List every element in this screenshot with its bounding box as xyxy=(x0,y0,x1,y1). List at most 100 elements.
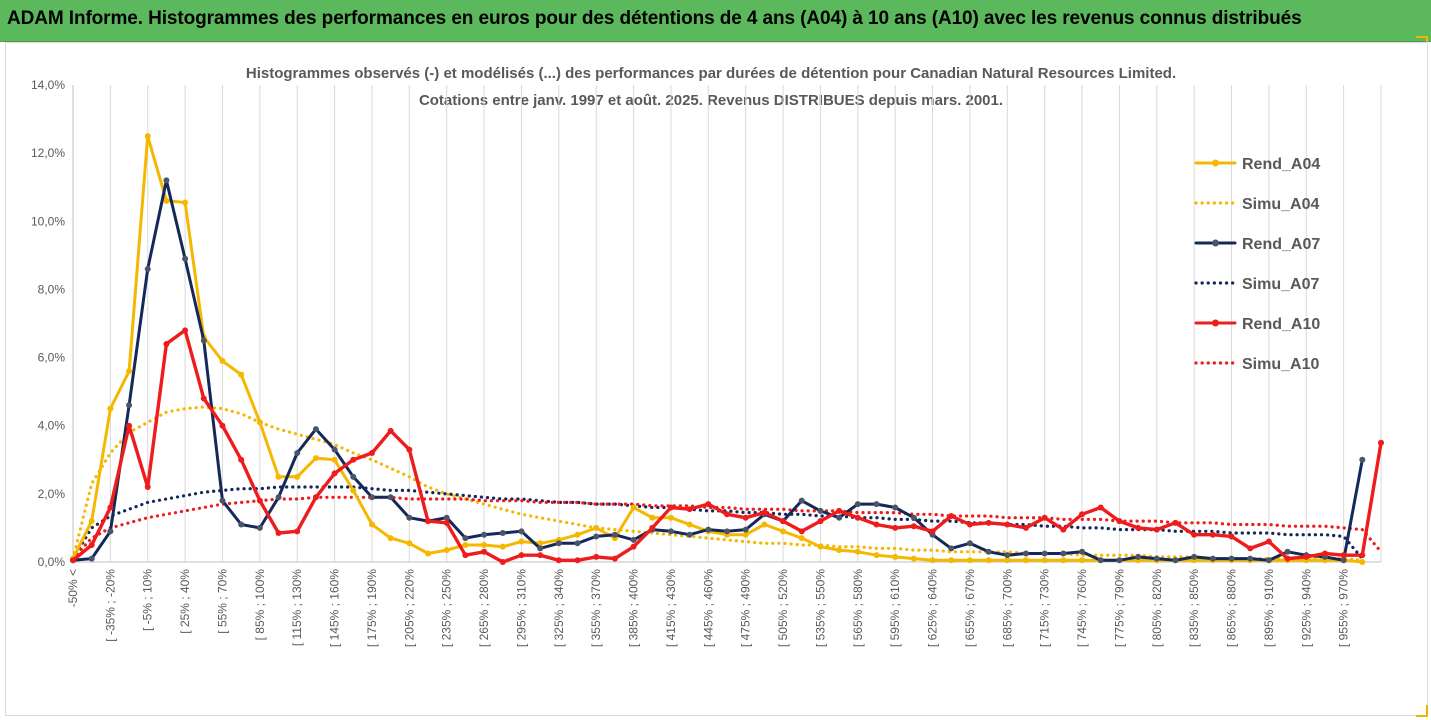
x-tick-label: [ 535% ; 550% xyxy=(813,569,827,647)
x-tick-label: [ 835% ; 850% xyxy=(1187,569,1201,647)
x-tick-label: [ 205% ; 220% xyxy=(402,569,416,647)
data-point xyxy=(88,555,95,562)
data-point xyxy=(518,528,525,535)
data-point xyxy=(312,455,319,462)
x-tick-label: [ 565% ; 580% xyxy=(851,569,865,647)
data-point xyxy=(630,543,637,550)
data-point xyxy=(238,371,245,378)
data-point xyxy=(555,557,562,564)
x-tick-label: [ 265% ; 280% xyxy=(477,569,491,647)
data-point xyxy=(705,526,712,533)
data-point xyxy=(107,504,114,511)
data-point xyxy=(1247,545,1254,552)
data-point xyxy=(667,514,674,521)
data-point xyxy=(798,497,805,504)
x-tick-label: [ 775% ; 790% xyxy=(1112,569,1126,647)
data-point xyxy=(1041,557,1048,564)
data-point xyxy=(1060,550,1067,557)
data-point xyxy=(443,547,450,554)
data-point xyxy=(854,548,861,555)
legend-label: Rend_A07 xyxy=(1242,236,1320,253)
data-point xyxy=(1004,557,1011,564)
data-point xyxy=(275,473,282,480)
data-point xyxy=(854,501,861,508)
data-point xyxy=(406,514,413,521)
data-point xyxy=(537,540,544,547)
data-point xyxy=(854,514,861,521)
data-point xyxy=(1135,524,1142,531)
chart-area: Histogrammes observés (-) et modélisés (… xyxy=(5,42,1428,716)
data-point xyxy=(574,557,581,564)
data-point xyxy=(275,494,282,501)
data-point xyxy=(368,449,375,456)
data-point xyxy=(929,528,936,535)
data-point xyxy=(966,540,973,547)
x-tick-label: [ 685% ; 700% xyxy=(1000,569,1014,647)
data-point xyxy=(1172,519,1179,526)
y-tick-label: 8,0% xyxy=(38,282,66,296)
data-point xyxy=(1191,531,1198,538)
data-point xyxy=(686,521,693,528)
legend-label: Simu_A10 xyxy=(1242,356,1319,373)
data-point xyxy=(182,255,189,262)
x-tick-label: [ 895% ; 910% xyxy=(1262,569,1276,647)
data-point xyxy=(163,177,170,184)
data-point xyxy=(443,514,450,521)
x-tick-label: [ 505% ; 520% xyxy=(776,569,790,647)
data-point xyxy=(481,531,488,538)
data-point xyxy=(462,535,469,542)
data-point xyxy=(649,524,656,531)
x-tick-label: [ 925% ; 940% xyxy=(1299,569,1313,647)
x-tick-label: [ 145% ; 160% xyxy=(328,569,342,647)
data-point xyxy=(312,426,319,433)
x-tick-label: [ 715% ; 730% xyxy=(1038,569,1052,647)
data-point xyxy=(910,514,917,521)
data-point xyxy=(611,531,618,538)
data-point xyxy=(1303,553,1310,560)
data-point xyxy=(1079,511,1086,518)
data-point xyxy=(667,528,674,535)
data-point xyxy=(387,535,394,542)
data-point xyxy=(611,555,618,562)
data-point xyxy=(537,552,544,559)
data-point xyxy=(219,422,226,429)
x-tick-label: [ 475% ; 490% xyxy=(739,569,753,647)
x-tick-label: [ 115% ; 130% xyxy=(290,569,304,646)
data-point xyxy=(892,504,899,511)
data-point xyxy=(387,427,394,434)
x-axis: -50% < [ -35% ; -20% [ -5% ; 10% [ 25% ; 40… xyxy=(66,561,1381,647)
data-point xyxy=(1228,533,1235,540)
data-point xyxy=(1340,557,1347,564)
data-point xyxy=(686,506,693,513)
data-point xyxy=(966,557,973,564)
data-point xyxy=(1135,553,1142,560)
data-point xyxy=(481,548,488,555)
data-point xyxy=(1041,550,1048,557)
y-tick-label: 10,0% xyxy=(31,214,65,228)
data-point xyxy=(1191,553,1198,560)
chart-title-line-1: Histogrammes observés (-) et modélisés (… xyxy=(246,65,1176,82)
data-point xyxy=(1209,555,1216,562)
data-point xyxy=(798,535,805,542)
data-point xyxy=(294,473,301,480)
data-point xyxy=(1209,531,1216,538)
data-point xyxy=(387,494,394,501)
data-point xyxy=(1172,557,1179,564)
x-tick-label: [ 595% ; 610% xyxy=(888,569,902,647)
data-point xyxy=(985,519,992,526)
data-point xyxy=(836,547,843,554)
data-point xyxy=(163,340,170,347)
data-point xyxy=(1022,557,1029,564)
data-point xyxy=(1079,548,1086,555)
data-point xyxy=(462,552,469,559)
data-point xyxy=(1116,518,1123,525)
data-point xyxy=(1321,550,1328,557)
data-point xyxy=(761,509,768,516)
legend-label: Rend_A04 xyxy=(1242,156,1320,173)
data-point xyxy=(107,405,114,412)
x-tick-label: [ 235% ; 250% xyxy=(440,569,454,647)
data-point xyxy=(537,545,544,552)
data-point xyxy=(574,531,581,538)
data-point xyxy=(481,541,488,548)
y-tick-label: 0,0% xyxy=(38,555,66,569)
